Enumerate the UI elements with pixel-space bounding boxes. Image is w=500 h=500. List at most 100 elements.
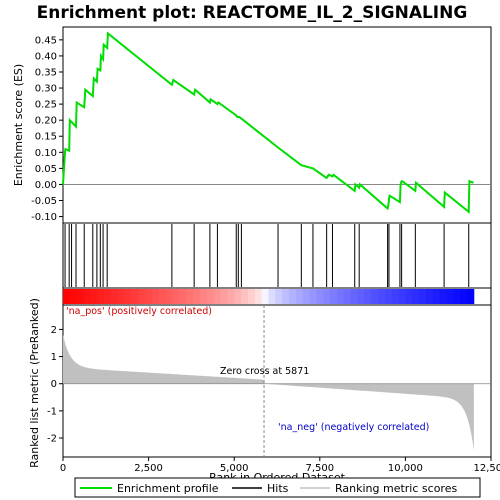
metric-panel: -2 -1 0 1 2 'na_pos' (positively correlated)… [47,304,492,458]
colorbar-cell [336,289,345,304]
colorbar-cell [467,289,475,304]
legend: Enrichment profile Hits Ranking metric s… [74,477,481,498]
es-tick-label: 0.35 [35,67,57,78]
colorbar-cell [172,289,180,304]
colorbar-cell [432,289,441,304]
colorbar-cell [199,289,208,304]
chart-title: Enrichment plot: REACTOME_IL_2_SIGNALING [37,3,468,23]
colorbar-cell [412,289,420,304]
x-tick-label: 0 [60,463,66,474]
colorbar-cell [138,289,146,304]
colorbar-cell [350,289,358,304]
es-tick-label: 0.05 [35,164,57,175]
colorbar-cell [460,289,468,304]
hits-panel [62,222,492,289]
colorbar-cell [378,289,386,304]
es-tick-label: 0.40 [35,51,57,62]
colorbar-cell [343,289,352,304]
colorbar-cell [124,289,132,304]
colorbar-cell [391,289,399,304]
es-tick-label: 0.15 [35,132,57,143]
colorbar-cell [90,289,98,304]
colorbar-cell [384,289,393,304]
colorbar-cell [145,289,153,304]
colorbar-cell [110,289,119,304]
colorbar-cell [76,289,84,304]
colorbar-cell [247,289,256,304]
colorbar-cell [241,289,249,304]
colorbar-cell [302,289,310,304]
colorbar-cell [268,289,276,304]
colorbar-cell [104,289,112,304]
es-tick-label: 0.30 [35,84,57,95]
legend-frame [74,477,481,498]
x-tick-label: 10,000 [388,463,423,474]
colorbar-cell [425,289,434,304]
colorbar-cell [371,289,379,304]
metric-tick-label: -2 [47,434,57,445]
es-tick-label: 0.10 [35,148,57,159]
x-tick-label: 2,500 [134,463,163,474]
colorbar-cell [186,289,194,304]
colorbar-cell [316,289,324,304]
enrichment-profile-line [62,31,474,214]
colorbar-cell [165,289,173,304]
colorbar-cell [364,289,372,304]
colorbar-cell [439,289,447,304]
colorbar-cell [131,289,139,304]
colorbar-cell [398,289,406,304]
metric-tick-label: 0 [51,379,57,390]
legend-hits-label: Hits [267,482,289,495]
colorbar-cell [213,289,221,304]
es-tick-label: 0.20 [35,116,57,127]
colorbar-cell [254,289,262,304]
colorbar-cell [83,289,91,304]
es-tick-label: -0.05 [31,196,57,207]
colorbar-cell [117,289,126,304]
es-plot-frame [62,26,492,224]
es-axis-label: Enrichment score (ES) [12,64,25,186]
es-tick-label: 0.45 [35,35,57,46]
colorbar-cell [152,289,160,304]
colorbar-cell [206,289,215,304]
metric-tick-label: -1 [47,406,57,417]
colorbar-cell [275,289,283,304]
metric-tick-label: 1 [51,352,57,363]
x-axis: 0 2,500 5,000 7,500 10,000 12,500 [60,457,500,474]
x-tick-label: 5,000 [220,463,249,474]
colorbar-cell [227,289,235,304]
es-tick-label: 0.25 [35,100,57,111]
colorbar-cell [234,289,242,304]
metric-axis-label: Ranked list metric (PreRanked) [28,298,41,468]
metric-tick-label: 2 [51,325,57,336]
colorbar-cell [309,289,317,304]
colorbar-cell [323,289,331,304]
colorbar-cell [282,289,290,304]
colorbar-cell [261,289,269,304]
es-tick-label: -0.10 [31,212,57,223]
x-tick-label: 7,500 [305,463,334,474]
colorbar-cell [220,289,228,304]
x-tick-label: 12,500 [474,463,500,474]
legend-metric-label: Ranking metric scores [335,482,457,495]
legend-profile-label: Enrichment profile [117,482,219,495]
colorbar-cell [69,289,78,304]
colorbar-cell [446,289,454,304]
colorbar-cell [288,289,297,304]
es-panel: -0.10 -0.05 0.00 0.05 0.10 0.15 0.20 0.25 0.30 0.… [31,26,492,224]
colorbar-cell [295,289,304,304]
colorbar-cell [330,289,338,304]
neg-correlated-label: 'na_neg' (negatively correlated) [278,422,429,433]
colorbar-cell [405,289,413,304]
es-tick-label: 0.00 [35,180,57,191]
colorbar-cell [97,289,105,304]
colorbar-cell [193,289,201,304]
zero-cross-label: Zero cross at 5871 [220,366,309,377]
colorbar-cell [419,289,427,304]
hits-frame [62,222,492,289]
rank-color-bar [62,287,492,306]
colorbar-cell [179,289,187,304]
colorbar-cell [63,289,71,304]
ranking-metric-area [63,334,474,451]
